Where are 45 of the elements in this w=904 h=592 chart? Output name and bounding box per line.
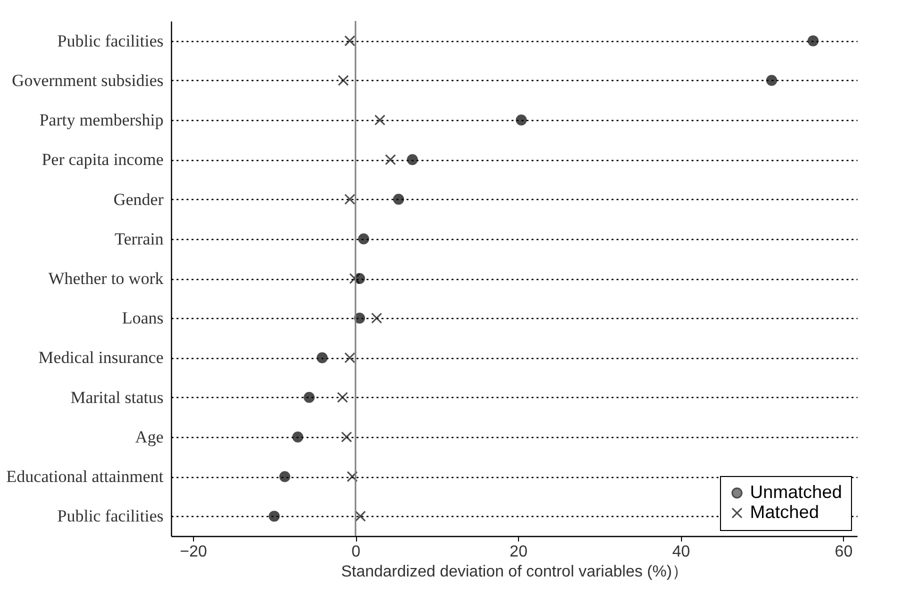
y-tick-label: Loans [122, 308, 164, 328]
point [371, 312, 382, 324]
legend-label: Unmatched [750, 482, 842, 502]
x-axis-title: Standardized deviation of control variables (%)） [341, 564, 688, 580]
point [358, 233, 370, 244]
point [384, 154, 396, 166]
point [354, 312, 366, 324]
point [349, 273, 360, 284]
x-tick-label: 60 [834, 544, 853, 560]
point [292, 431, 304, 442]
point [346, 471, 358, 482]
y-tick-label: Educational attainment [6, 467, 164, 486]
y-tick-label: Whether to work [48, 269, 164, 288]
point [393, 194, 404, 205]
point [344, 35, 356, 46]
y-tick-label: Gender [113, 190, 164, 209]
x-tick-label: −20 [180, 544, 208, 560]
x-tick-label: 0 [352, 544, 361, 560]
y-tick-label: Medical insurance [38, 348, 164, 368]
legend-label: Matched [750, 502, 820, 522]
y-tick-label: Government subsidies [12, 70, 164, 90]
y-tick-label: Public facilities [57, 506, 164, 526]
point [374, 114, 386, 126]
y-tick-label: Marital status [70, 388, 164, 407]
point [808, 35, 819, 46]
x-tick-label: 20 [510, 544, 528, 560]
y-tick-label: Public facilities [57, 31, 164, 50]
x-tick-label: 40 [672, 544, 690, 560]
point [344, 352, 356, 364]
point [406, 154, 418, 166]
point [268, 510, 280, 522]
point [766, 74, 778, 86]
point [316, 352, 328, 364]
point [354, 510, 366, 522]
point [516, 114, 527, 126]
y-tick-label: Terrain [114, 229, 164, 248]
point [304, 392, 315, 403]
point [344, 194, 356, 205]
point [341, 431, 352, 442]
y-tick-label: Party membership [39, 110, 164, 130]
point [337, 392, 348, 403]
y-tick-label: Per capita income [42, 150, 164, 170]
point [338, 74, 349, 86]
y-tick-label: Age [135, 427, 164, 446]
point [279, 471, 290, 482]
